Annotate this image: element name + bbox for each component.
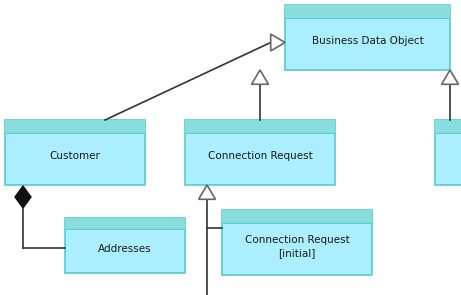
Bar: [5, 120, 145, 185]
Text: Connection Request
[initial]: Connection Request [initial]: [245, 235, 349, 258]
Polygon shape: [252, 70, 268, 84]
Text: Customer: Customer: [50, 151, 100, 161]
Bar: [435, 120, 461, 133]
Polygon shape: [442, 70, 458, 84]
Bar: [285, 5, 450, 70]
Bar: [435, 120, 461, 185]
Polygon shape: [271, 34, 285, 51]
Bar: [185, 120, 335, 185]
Polygon shape: [199, 185, 215, 199]
Bar: [65, 218, 185, 229]
Bar: [185, 120, 335, 133]
Text: Business Data Object: Business Data Object: [312, 36, 423, 46]
Bar: [222, 210, 372, 223]
Text: Connection Request: Connection Request: [207, 151, 313, 161]
Bar: [222, 210, 372, 275]
Bar: [285, 5, 450, 18]
Bar: [5, 120, 145, 133]
Text: Addresses: Addresses: [98, 244, 152, 254]
Polygon shape: [15, 186, 31, 208]
Bar: [65, 218, 185, 273]
